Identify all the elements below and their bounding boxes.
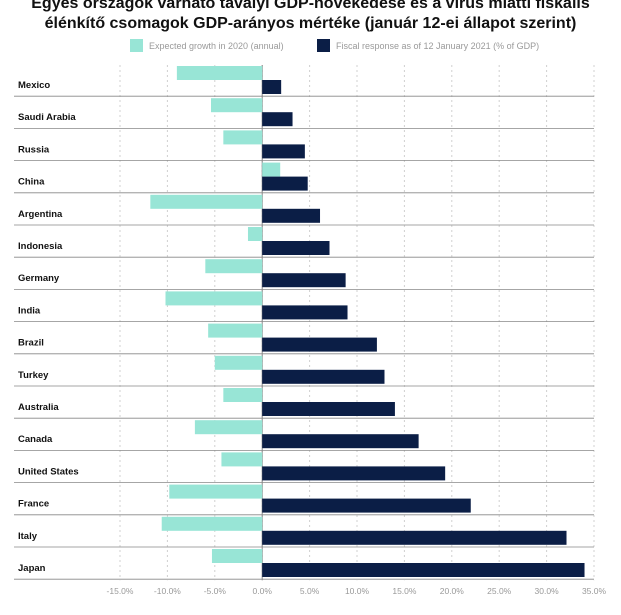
bar-fiscal-france [262, 498, 471, 513]
chart-title: Egyes országok várható tavalyi GDP-növek… [0, 0, 621, 34]
bar-growth-japan [211, 549, 263, 563]
category-label: Germany [18, 273, 60, 284]
bar-growth-turkey [214, 355, 263, 370]
bar-fiscal-russia [262, 144, 305, 159]
bar-growth-indonesia [247, 227, 263, 241]
legend-item-growth[interactable]: Expected growth in 2020 (annual) [130, 39, 284, 52]
bar-growth-mexico [176, 66, 263, 80]
x-tick-label: 15.0% [392, 586, 417, 596]
category-label: Russia [18, 144, 50, 155]
category-label: Saudi Arabia [18, 112, 76, 123]
bar-fiscal-argentina [262, 208, 321, 223]
category-label: Australia [18, 402, 59, 413]
x-tick-label: 10.0% [345, 586, 370, 596]
bar-fiscal-united-states [262, 466, 446, 481]
bar-fiscal-mexico [262, 80, 282, 94]
category-label: Italy [18, 531, 38, 542]
category-label: Argentina [18, 209, 63, 220]
legend: Expected growth in 2020 (annual) Fiscal … [0, 39, 621, 53]
legend-label-growth: Expected growth in 2020 (annual) [149, 40, 284, 51]
x-tick-label: 35.0% [582, 586, 607, 596]
bar-growth-france [169, 484, 263, 499]
legend-swatch-growth [130, 39, 143, 52]
category-label: India [18, 305, 41, 316]
x-tick-label: 5.0% [300, 586, 320, 596]
bar-fiscal-brazil [262, 337, 377, 352]
category-label: United States [18, 466, 79, 477]
x-tick-label: 20.0% [440, 586, 465, 596]
x-tick-label: 25.0% [487, 586, 512, 596]
bar-growth-canada [194, 420, 263, 435]
category-label: Brazil [18, 338, 44, 349]
category-label: France [18, 499, 49, 510]
bar-growth-italy [161, 516, 263, 531]
x-tick-label: -5.0% [204, 586, 227, 596]
legend-item-fiscal[interactable]: Fiscal response as of 12 January 2021 (%… [317, 39, 539, 52]
legend-swatch-fiscal [317, 39, 330, 52]
category-label: Turkey [18, 370, 49, 381]
bar-growth-russia [223, 130, 263, 145]
bar-growth-brazil [208, 323, 263, 338]
category-label: Japan [18, 563, 46, 574]
category-label: Indonesia [18, 241, 63, 252]
bar-growth-saudi-arabia [211, 98, 263, 113]
chart-title-line-1: Egyes országok várható tavalyi GDP-növek… [31, 0, 590, 12]
bar-growth-india [165, 291, 263, 306]
x-tick-label: 30.0% [535, 586, 560, 596]
category-label: Mexico [18, 80, 50, 91]
bar-growth-australia [223, 388, 263, 402]
bar-fiscal-canada [262, 434, 419, 449]
bar-fiscal-indonesia [262, 241, 330, 255]
chart-title-line-2: élénkítő csomagok GDP-arányos mértéke (j… [44, 15, 577, 32]
bar-fiscal-germany [262, 273, 346, 288]
bar-fiscal-japan [262, 563, 585, 577]
bar-fiscal-saudi-arabia [262, 112, 293, 127]
x-tick-label: -10.0% [154, 586, 181, 596]
bar-fiscal-turkey [262, 369, 385, 384]
bar-fiscal-italy [262, 530, 567, 545]
x-tick-label: 0.0% [253, 586, 273, 596]
x-tick-label: -15.0% [107, 586, 134, 596]
category-label: China [18, 177, 45, 188]
bar-growth-argentina [150, 194, 263, 209]
bar-fiscal-india [262, 305, 348, 320]
bar-growth-china [262, 162, 281, 177]
bar-growth-germany [205, 259, 263, 274]
legend-label-fiscal: Fiscal response as of 12 January 2021 (%… [336, 40, 540, 51]
bar-fiscal-australia [262, 402, 395, 416]
bar-fiscal-china [262, 176, 308, 191]
bar-growth-united-states [221, 452, 263, 467]
category-label: Canada [18, 434, 53, 445]
